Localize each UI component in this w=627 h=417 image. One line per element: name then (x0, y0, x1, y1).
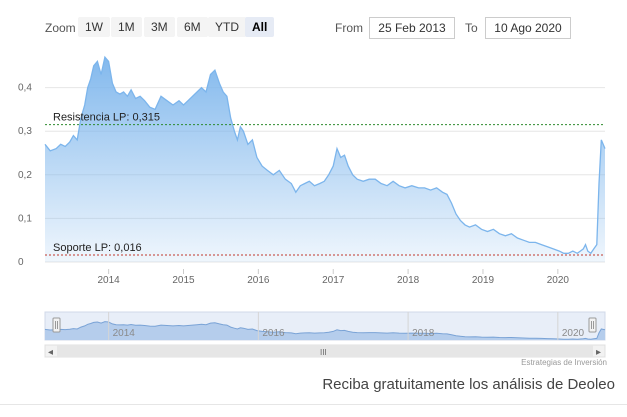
to-label: To (465, 21, 478, 35)
scrollbar[interactable]: ◂ ▸ III (0, 0, 627, 360)
scrollbar-grip[interactable]: III (320, 348, 327, 357)
price-area (45, 57, 605, 262)
range-selector-toolbar: Zoom 1W 1M 3M 6M YTD All From 25 Feb 201… (0, 0, 627, 44)
zoom-all-button[interactable]: All (245, 17, 275, 37)
scrollbar-thumb[interactable] (57, 345, 593, 357)
x-tick-label: 2018 (397, 275, 420, 286)
x-tick-label: 2020 (547, 275, 570, 286)
from-label: From (335, 21, 363, 35)
scroll-left-arrow[interactable]: ◂ (48, 347, 53, 358)
chart-credits[interactable]: Estrategias de Inversión (521, 358, 607, 367)
promo-text[interactable]: Reciba gratuitamente los análisis de Deo… (322, 376, 615, 393)
price-chart: Resistencia LP: 0,315 Soporte LP: 0,016 0… (18, 55, 606, 286)
x-tick-label: 2015 (172, 275, 195, 286)
zoom-label: Zoom (45, 21, 76, 35)
zoom-1w-button[interactable]: 1W (78, 17, 110, 37)
zoom-6m-button[interactable]: 6M (177, 17, 208, 37)
annotation-label: Resistencia LP: 0,315 (53, 112, 160, 124)
divider (0, 404, 627, 405)
y-tick-label: 0 (18, 257, 24, 268)
from-date-input[interactable]: 25 Feb 2013 (369, 17, 455, 39)
y-tick-label: 0,4 (18, 83, 32, 94)
x-tick-label: 2019 (472, 275, 495, 286)
annotation-label: Soporte LP: 0,016 (53, 242, 142, 254)
scroll-right-arrow[interactable]: ▸ (596, 347, 601, 358)
y-tick-label: 0,3 (18, 126, 32, 137)
zoom-1m-button[interactable]: 1M (111, 17, 142, 37)
x-tick-label: 2014 (98, 275, 121, 286)
x-tick-label: 2016 (247, 275, 270, 286)
y-tick-label: 0,2 (18, 170, 32, 181)
zoom-ytd-button[interactable]: YTD (208, 17, 246, 37)
to-date-input[interactable]: 10 Ago 2020 (485, 17, 571, 39)
price-line (44, 55, 606, 255)
x-tick-label: 2017 (322, 275, 345, 286)
zoom-3m-button[interactable]: 3M (144, 17, 175, 37)
y-tick-label: 0,1 (18, 213, 32, 224)
